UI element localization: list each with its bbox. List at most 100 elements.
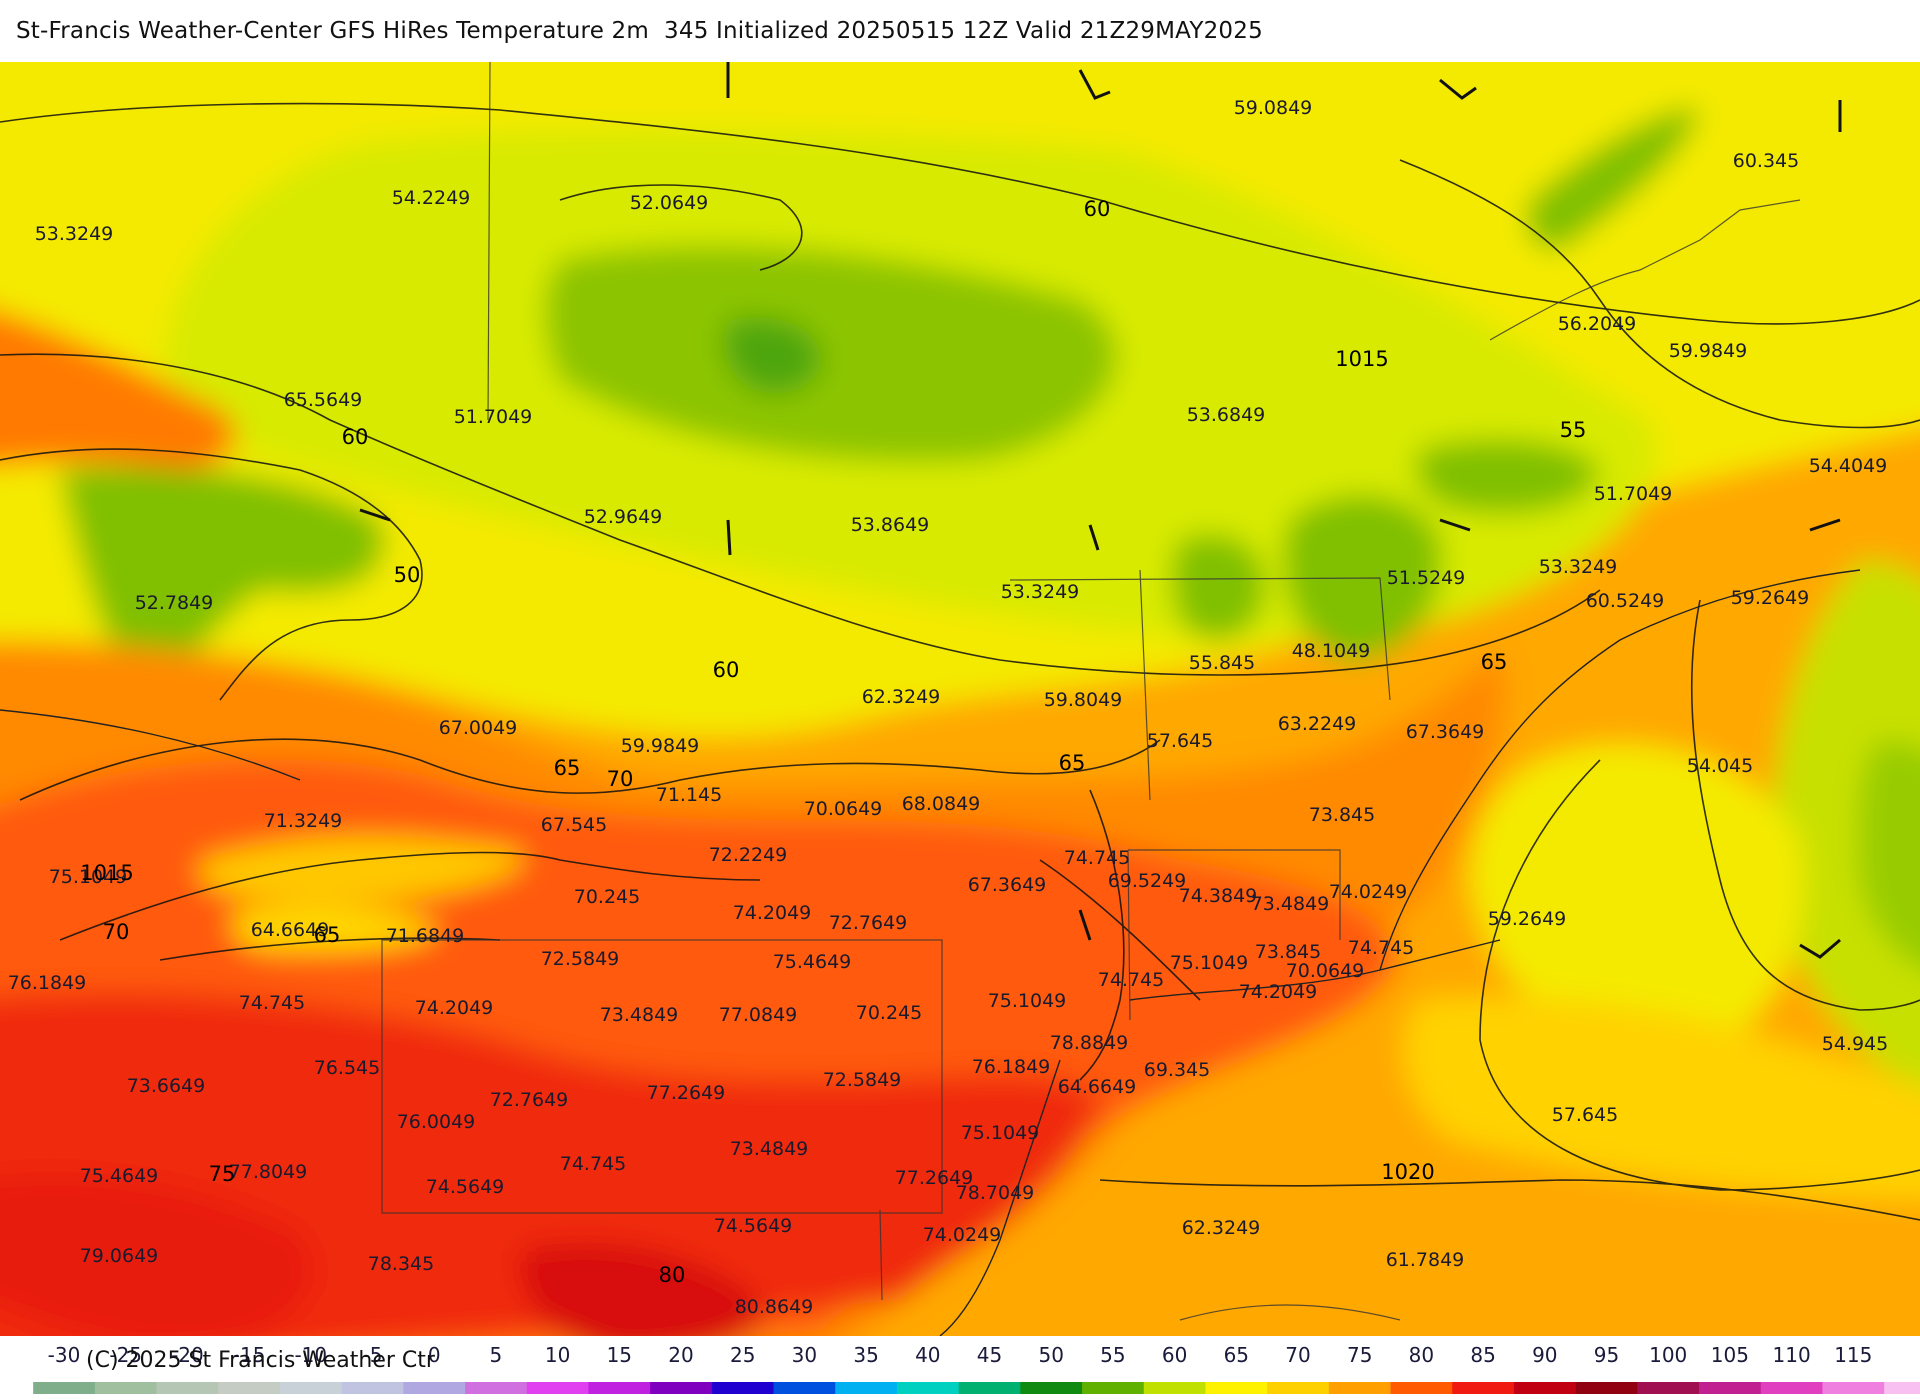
point-value-label: 75.1049 — [1170, 952, 1249, 974]
point-value-label: 75.4649 — [80, 1165, 159, 1187]
colorbar-swatch — [1587, 1382, 1601, 1394]
colorbar-swatch — [107, 1382, 120, 1394]
point-value-label: 70.0649 — [804, 798, 883, 820]
colorbar-swatch — [810, 1382, 824, 1394]
point-value-label: 56.2049 — [1558, 313, 1637, 335]
colorbar-swatch — [1304, 1382, 1317, 1394]
colorbar-tick-label: 80 — [1409, 1343, 1434, 1367]
colorbar-swatch — [551, 1382, 565, 1394]
colorbar-swatch — [884, 1382, 898, 1394]
colorbar-swatch — [415, 1382, 429, 1394]
colorbar-swatch — [1476, 1382, 1490, 1394]
colorbar-swatch — [1723, 1382, 1737, 1394]
point-value-label: 76.1849 — [8, 972, 87, 994]
colorbar-swatch — [835, 1382, 848, 1394]
contour-value-label: 60 — [342, 425, 369, 449]
point-value-label: 57.645 — [1552, 1104, 1618, 1126]
point-value-label: 76.1849 — [972, 1056, 1051, 1078]
colorbar-swatch — [946, 1382, 960, 1394]
colorbar-tick-label: 100 — [1649, 1343, 1687, 1367]
point-value-label: 74.2049 — [733, 902, 812, 924]
colorbar-swatch — [1069, 1382, 1083, 1394]
colorbar-swatch — [822, 1382, 836, 1394]
colorbar-tick-label: -30 — [48, 1343, 81, 1367]
point-value-label: 48.1049 — [1292, 640, 1371, 662]
colorbar-tick-label: 10 — [545, 1343, 570, 1367]
point-value-label: 77.2649 — [895, 1167, 974, 1189]
point-value-label: 72.5849 — [823, 1069, 902, 1091]
colorbar-swatch — [958, 1382, 972, 1394]
contour-value-label: 65 — [554, 756, 581, 780]
colorbar-swatch — [674, 1382, 688, 1394]
colorbar-swatch — [896, 1382, 910, 1394]
colorbar-swatch — [119, 1382, 133, 1394]
contour-value-label: 60 — [713, 658, 740, 682]
point-value-label: 73.6649 — [127, 1075, 206, 1097]
colorbar-tick-label: 75 — [1347, 1343, 1372, 1367]
point-value-label: 76.0049 — [397, 1111, 476, 1133]
colorbar-swatch — [1439, 1382, 1453, 1394]
colorbar-swatch — [1501, 1382, 1515, 1394]
colorbar-swatch — [1810, 1382, 1823, 1394]
colorbar-swatch — [1859, 1382, 1873, 1394]
colorbar-swatch — [1156, 1382, 1169, 1394]
colorbar-swatch — [181, 1382, 194, 1394]
state-boundaries — [381, 62, 1801, 1321]
point-value-label: 51.7049 — [1594, 483, 1673, 505]
point-value-label: 54.045 — [1687, 755, 1753, 777]
point-value-label: 52.7849 — [135, 592, 214, 614]
point-value-label: 72.7649 — [490, 1089, 569, 1111]
colorbar-swatch — [1008, 1382, 1021, 1394]
colorbar-tick-label: 105 — [1711, 1343, 1749, 1367]
contour-value-label: 1015 — [1335, 347, 1388, 371]
contour-value-label: 60 — [1084, 197, 1111, 221]
point-value-label: 53.3249 — [35, 223, 114, 245]
contour-value-label: 65 — [1481, 650, 1508, 674]
colorbar-swatch — [699, 1382, 713, 1394]
colorbar-swatch — [1797, 1382, 1811, 1394]
wind-barbs — [359, 62, 1842, 959]
colorbar-swatch — [1057, 1382, 1071, 1394]
colorbar-swatch — [1143, 1382, 1157, 1394]
colorbar-tick-label: 65 — [1224, 1343, 1249, 1367]
colorbar-swatch — [1082, 1382, 1095, 1394]
contour-value-label: 55 — [1560, 418, 1587, 442]
colorbar-swatch — [1649, 1382, 1663, 1394]
colorbar-swatch — [514, 1382, 528, 1394]
point-value-label: 54.945 — [1822, 1033, 1888, 1055]
colorbar-swatch — [1612, 1382, 1626, 1394]
colorbar-tick-label: 40 — [915, 1343, 940, 1367]
colorbar-swatch — [1045, 1382, 1058, 1394]
colorbar-tick-labels: -30 -25 -20 -15 -10 -5 0 5 10 15 20 25 30 35 40 45 50 55 6… — [48, 1343, 1873, 1367]
point-value-label: 65.5649 — [284, 389, 363, 411]
point-value-label: 74.745 — [560, 1153, 626, 1175]
colorbar-swatch — [995, 1382, 1009, 1394]
point-value-label: 74.5649 — [714, 1215, 793, 1237]
contour-value-label: 70 — [607, 767, 634, 791]
colorbar-swatch — [1193, 1382, 1206, 1394]
colorbar-swatch — [1230, 1382, 1243, 1394]
colorbar-tick-label: -10 — [294, 1343, 327, 1367]
colorbar-swatch — [477, 1382, 491, 1394]
point-value-label: 70.0649 — [1286, 960, 1365, 982]
copyright-notice: (C) 2025 St Francis Weather Ctr — [86, 1348, 435, 1373]
colorbar-swatch — [847, 1382, 861, 1394]
colorbar-swatch — [292, 1382, 306, 1394]
colorbar-swatch — [144, 1382, 157, 1394]
point-value-label: 64.6649 — [1058, 1076, 1137, 1098]
colorbar-swatch — [1748, 1382, 1762, 1394]
colorbar-swatch — [279, 1382, 293, 1394]
colorbar-swatch — [539, 1382, 552, 1394]
colorbar-swatch — [798, 1382, 811, 1394]
colorbar-swatch — [1563, 1382, 1577, 1394]
colorbar-swatch — [600, 1382, 614, 1394]
colorbar-swatch — [1242, 1382, 1256, 1394]
colorbar-swatch — [1711, 1382, 1725, 1394]
point-value-label: 74.3849 — [1179, 885, 1258, 907]
point-value-label: 71.3249 — [264, 810, 343, 832]
contour-value-label: 65 — [314, 923, 341, 947]
point-value-label: 72.2249 — [709, 844, 788, 866]
colorbar-swatch — [1760, 1382, 1774, 1394]
colorbar-swatch — [316, 1382, 330, 1394]
point-value-label: 75.1049 — [961, 1122, 1040, 1144]
